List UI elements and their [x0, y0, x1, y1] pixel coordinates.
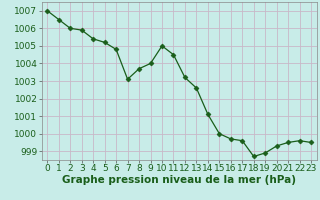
X-axis label: Graphe pression niveau de la mer (hPa): Graphe pression niveau de la mer (hPa)	[62, 175, 296, 185]
